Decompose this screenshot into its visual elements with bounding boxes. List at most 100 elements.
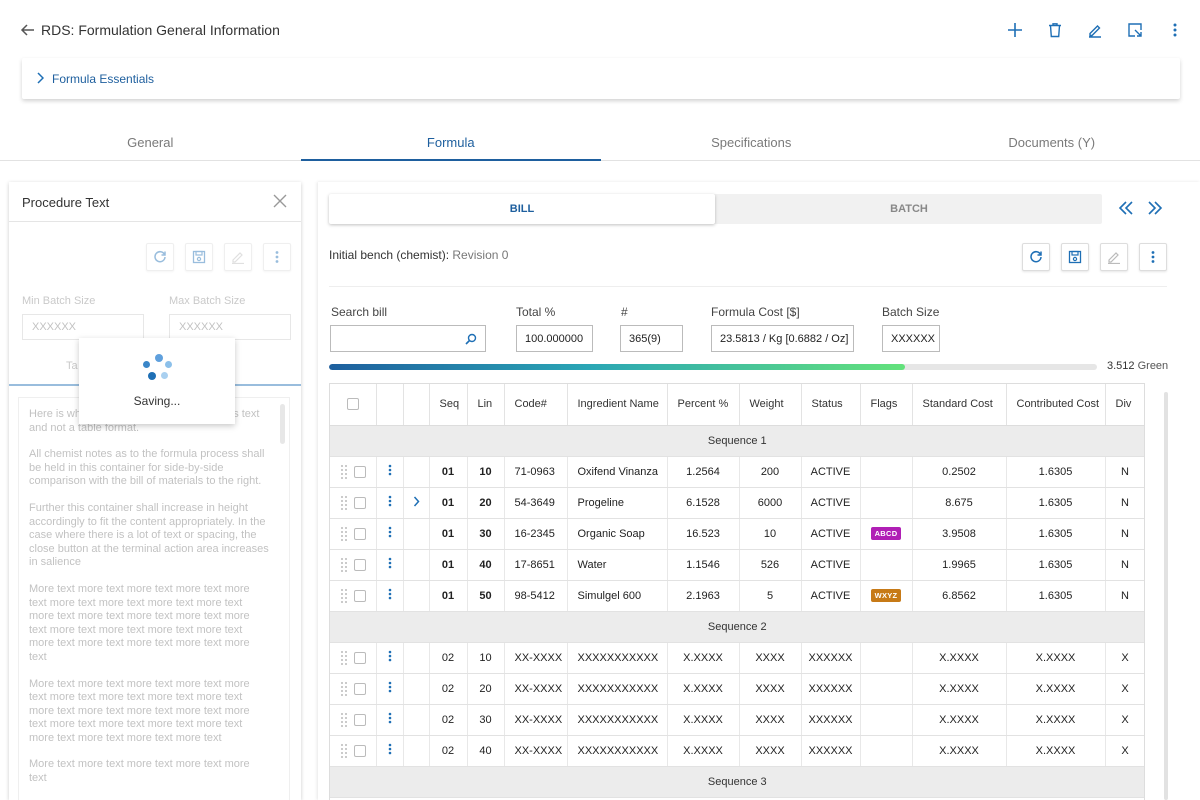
drag-handle-icon[interactable] (340, 557, 348, 573)
cell-weight: XXXX (739, 704, 802, 736)
cell-std: 1.9965 (912, 549, 1007, 581)
progress-status: Green (1137, 360, 1169, 372)
drag-handle-icon[interactable] (340, 681, 348, 697)
row-checkbox[interactable] (353, 682, 366, 695)
close-icon[interactable] (273, 194, 287, 211)
batch-size-field[interactable]: XXXXXX (882, 325, 940, 352)
back-arrow-icon[interactable] (20, 22, 36, 38)
row-more-icon[interactable] (388, 712, 392, 727)
table-row[interactable]: 01 10 71-0963 Oxifend Vinanza 1.2564 200 ACTIV… (330, 456, 1144, 488)
search-bill-input[interactable] (330, 325, 486, 352)
flag-badge[interactable]: ABCD (870, 527, 902, 540)
edit-icon[interactable] (1084, 19, 1106, 41)
row-more-icon[interactable] (388, 526, 392, 541)
chevron-right-icon[interactable] (413, 496, 420, 510)
scrollbar-thumb[interactable] (280, 404, 285, 444)
row-checkbox[interactable] (353, 744, 366, 757)
formula-essentials-panel[interactable]: Formula Essentials (22, 58, 1180, 99)
refresh-button[interactable] (1022, 243, 1050, 271)
row-actions-cell (376, 642, 404, 674)
table-row[interactable]: 01 40 17-8651 Water 1.1546 526 ACTIVE 1.9965 1.6… (330, 549, 1144, 581)
procedure-sub-tab-left[interactable]: Ta (66, 360, 78, 372)
save-button[interactable] (1061, 243, 1089, 271)
double-chevron-right-icon[interactable] (1147, 200, 1163, 219)
column-header-standard-cost[interactable]: Standard Cost (912, 384, 1007, 426)
row-more-icon[interactable] (388, 495, 392, 510)
batch-option[interactable]: BATCH (890, 203, 928, 215)
revision-value: Revision 0 (452, 248, 509, 262)
refresh-button[interactable] (146, 243, 174, 271)
table-row[interactable]: 01 20 54-3649 Progeline 6.1528 6000 ACTIVE 8.67… (330, 487, 1144, 519)
row-more-icon[interactable] (388, 464, 392, 479)
tab-formula[interactable]: Formula (300, 122, 602, 161)
drag-handle-icon[interactable] (340, 526, 348, 542)
drag-handle-icon[interactable] (340, 743, 348, 759)
drag-handle-icon[interactable] (340, 464, 348, 480)
cell-weight: 526 (739, 549, 802, 581)
drag-handle-icon[interactable] (340, 588, 348, 604)
tab-general[interactable]: General (127, 135, 174, 150)
min-batch-field[interactable]: XXXXXX (22, 314, 144, 340)
bill-option[interactable]: BILL (329, 194, 715, 224)
double-chevron-left-icon[interactable] (1118, 200, 1134, 219)
table-row[interactable]: 02 40 XX-XXXX XXXXXXXXXXX X.XXXX XXXX XXXXXX X.… (330, 735, 1144, 767)
row-checkbox[interactable] (353, 713, 366, 726)
table-scrollbar[interactable] (1164, 392, 1168, 800)
open-in-icon[interactable] (1124, 19, 1146, 41)
more-icon[interactable] (1164, 19, 1186, 41)
column-header-weight[interactable]: Weight (739, 384, 802, 426)
row-select-cell (330, 549, 377, 581)
table-row[interactable]: 01 50 98-5412 Simulgel 600 2.1963 5 ACTIVE WXYZ… (330, 580, 1144, 612)
select-all-checkbox[interactable] (346, 398, 359, 411)
delete-icon[interactable] (1044, 19, 1066, 41)
column-header-percent[interactable]: Percent % (667, 384, 740, 426)
loading-spinner-icon (143, 354, 173, 382)
count-field[interactable]: 365(9) (620, 325, 683, 352)
column-header-seq[interactable]: Seq (429, 384, 468, 426)
column-header-status[interactable]: Status (801, 384, 861, 426)
procedure-text-area[interactable]: Here is wh... process will go, given tha… (18, 397, 290, 800)
row-more-icon[interactable] (388, 588, 392, 603)
row-more-icon[interactable] (388, 743, 392, 758)
column-header-flags[interactable]: Flags (860, 384, 913, 426)
search-icon[interactable] (465, 333, 477, 348)
cell-std: X.XXXX (912, 673, 1007, 705)
max-batch-field[interactable]: XXXXXX (169, 314, 291, 340)
column-header-ingredient[interactable]: Ingredient Name (567, 384, 668, 426)
batch-size-label: Batch Size (882, 305, 940, 319)
row-checkbox[interactable] (353, 496, 366, 509)
row-more-icon[interactable] (388, 650, 392, 665)
row-expand-cell[interactable] (403, 487, 430, 519)
row-checkbox[interactable] (353, 527, 366, 540)
save-button[interactable] (185, 243, 213, 271)
row-checkbox[interactable] (353, 651, 366, 664)
add-icon[interactable] (1004, 19, 1026, 41)
column-header-contributed-cost[interactable]: Contributed Cost (1006, 384, 1106, 426)
table-row[interactable]: 01 30 16-2345 Organic Soap 16.523 10 ACTIVE ABC… (330, 518, 1144, 550)
column-header-code[interactable]: Code# (504, 384, 568, 426)
tab-specifications[interactable]: Specifications (711, 135, 792, 150)
table-row[interactable]: 02 30 XX-XXXX XXXXXXXXXXX X.XXXX XXXX XXXXXX X.… (330, 704, 1144, 736)
edit-button[interactable] (1100, 243, 1128, 271)
drag-handle-icon[interactable] (340, 712, 348, 728)
cell-contrib: X.XXXX (1006, 642, 1106, 674)
table-row[interactable]: 02 10 XX-XXXX XXXXXXXXXXX X.XXXX XXXX XXXXXX X.… (330, 642, 1144, 674)
row-more-icon[interactable] (388, 557, 392, 572)
flag-badge[interactable]: WXYZ (870, 589, 902, 602)
more-options-button[interactable] (263, 243, 291, 271)
total-percent-field[interactable]: 100.000000 (516, 325, 593, 352)
row-more-icon[interactable] (388, 681, 392, 696)
more-options-button[interactable] (1139, 243, 1167, 271)
table-row[interactable]: 02 20 XX-XXXX XXXXXXXXXXX X.XXXX XXXX XXXXXX X.… (330, 673, 1144, 705)
column-header-div[interactable]: Div (1105, 384, 1144, 426)
tab-documents[interactable]: Documents (Y) (1008, 135, 1096, 150)
drag-handle-icon[interactable] (340, 650, 348, 666)
row-checkbox[interactable] (353, 465, 366, 478)
row-checkbox[interactable] (353, 589, 366, 602)
formula-cost-field[interactable]: 23.5813 / Kg [0.6882 / Oz] (711, 325, 854, 352)
column-header-lin[interactable]: Lin (467, 384, 505, 426)
row-actions-cell (376, 735, 404, 767)
drag-handle-icon[interactable] (340, 495, 348, 511)
edit-button[interactable] (224, 243, 252, 271)
row-checkbox[interactable] (353, 558, 366, 571)
